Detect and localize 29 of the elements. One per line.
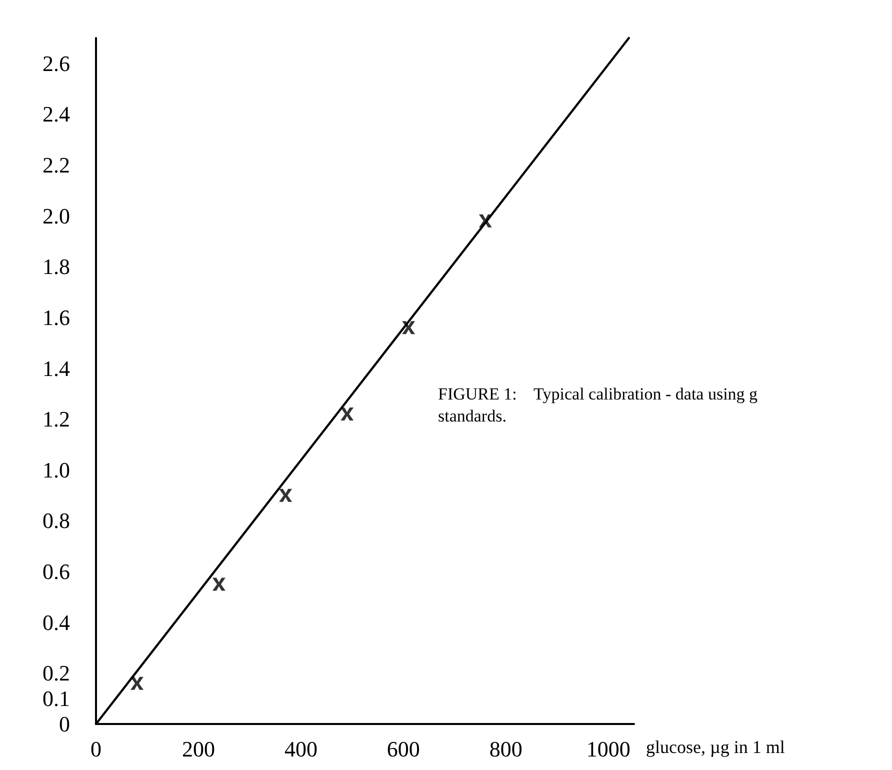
annotation: FIGURE 1: Typical calibration - data using g standards. — [438, 384, 758, 426]
y-tick-label: 2.4 — [42, 102, 70, 127]
y-tick-label: 0.1 — [42, 686, 70, 712]
x-tick-label: 1000 — [586, 736, 630, 762]
point — [279, 488, 292, 502]
y-tick-label: 1.6 — [42, 304, 70, 330]
y-tick-label: 2.2 — [42, 152, 70, 178]
x-tick-label: 0 — [90, 736, 102, 762]
point — [478, 214, 492, 228]
y-tick-label: 2.6 — [42, 50, 70, 76]
y-tick-label: 1.0 — [42, 457, 70, 482]
y-tick-label: 0.8 — [42, 508, 70, 534]
point — [212, 578, 226, 591]
y-tick-label: 1.2 — [42, 406, 70, 432]
x-tick-label: 600 — [386, 736, 420, 762]
x-tick-label: 400 — [284, 736, 318, 762]
x-tick-label: 200 — [182, 736, 215, 762]
y-tick-label: 0.2 — [42, 660, 70, 686]
y-tick-label: 2.0 — [42, 203, 70, 228]
point — [402, 321, 416, 334]
x-axis-title: glucose, µg in 1 ml — [646, 737, 785, 757]
point — [130, 676, 144, 690]
y-tick-label: 0.4 — [42, 610, 70, 635]
y-tick-label: 1.4 — [42, 356, 70, 381]
y-tick-label: 0 — [59, 712, 70, 736]
y-tick-label: 1.8 — [42, 254, 70, 280]
y-tick-label: 0.6 — [42, 559, 70, 584]
x-tick-label: 800 — [489, 736, 522, 762]
point — [340, 408, 354, 421]
